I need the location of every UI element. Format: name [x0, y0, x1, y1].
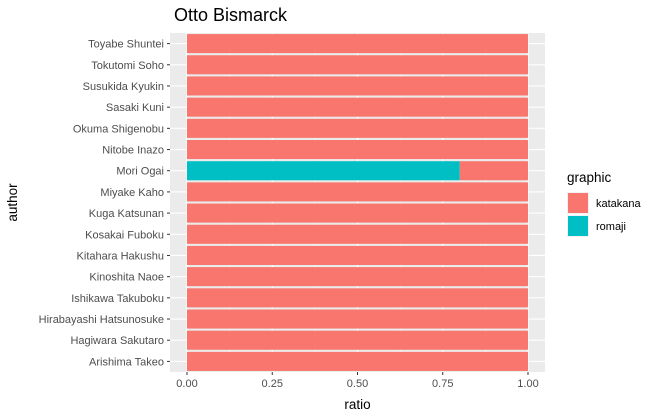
legend-key-katakana: [568, 193, 588, 213]
bar-katakana: [459, 161, 528, 181]
x-axis-title: ratio: [344, 397, 370, 412]
y-tick-label: Susukida Kyukin: [83, 81, 164, 93]
bar-katakana: [187, 55, 528, 75]
bar-katakana: [187, 182, 528, 202]
legend: graphic katakana romaji: [567, 170, 642, 237]
y-tick-label: Sasaki Kuni: [106, 102, 164, 114]
legend-label: romaji: [596, 221, 626, 233]
legend-key-romaji: [568, 216, 588, 236]
y-tick-label: Okuma Shigenobu: [73, 123, 164, 135]
y-tick-label: Hirabayashi Hatsunosuke: [39, 314, 164, 326]
bar-katakana: [187, 267, 528, 287]
bar-katakana: [187, 330, 528, 350]
x-tick-label: 0.75: [432, 378, 453, 390]
y-tick-label: Kuga Katsunan: [89, 208, 164, 220]
bar-katakana: [187, 224, 528, 244]
bar-katakana: [187, 34, 528, 54]
x-tick-label: 1.00: [517, 378, 538, 390]
y-tick-label: Hagiwara Sakutaro: [70, 335, 164, 347]
bar-katakana: [187, 118, 528, 138]
bars: [187, 34, 528, 371]
y-axis-title: author: [5, 183, 20, 222]
bar-katakana: [187, 76, 528, 96]
bar-romaji: [187, 161, 460, 181]
bar-katakana: [187, 288, 528, 308]
y-tick-label: Tokutomi Soho: [91, 60, 164, 72]
y-tick-label: Nitobe Inazo: [102, 145, 164, 157]
bar-katakana: [187, 97, 528, 117]
bar-katakana: [187, 139, 528, 160]
y-axis: Toyabe Shuntei Tokutomi Soho Susukida Kyuk…: [39, 39, 170, 368]
y-tick-label: Arishima Takeo: [89, 356, 164, 368]
bar-katakana: [187, 351, 528, 371]
y-tick-label: Kosakai Fuboku: [85, 229, 164, 241]
y-tick-label: Miyake Kaho: [100, 187, 164, 199]
x-tick-label: 0.25: [262, 378, 283, 390]
x-axis: 0.00 0.25 0.50 0.75 1.00: [176, 372, 539, 390]
y-tick-label: Toyabe Shuntei: [88, 39, 164, 51]
bar-katakana: [187, 309, 528, 329]
legend-label: katakana: [596, 198, 642, 210]
y-tick-label: Mori Ogai: [116, 166, 164, 178]
x-tick-label: 0.50: [347, 378, 368, 390]
y-tick-label: Kinoshita Naoe: [89, 272, 164, 284]
y-tick-label: Kitahara Hakushu: [77, 250, 164, 262]
bar-katakana: [187, 245, 528, 266]
x-tick-label: 0.00: [176, 378, 197, 390]
legend-title: graphic: [567, 170, 612, 185]
y-tick-label: Ishikawa Takuboku: [71, 293, 164, 305]
bar-katakana: [187, 203, 528, 223]
chart-title: Otto Bismarck: [174, 5, 288, 25]
